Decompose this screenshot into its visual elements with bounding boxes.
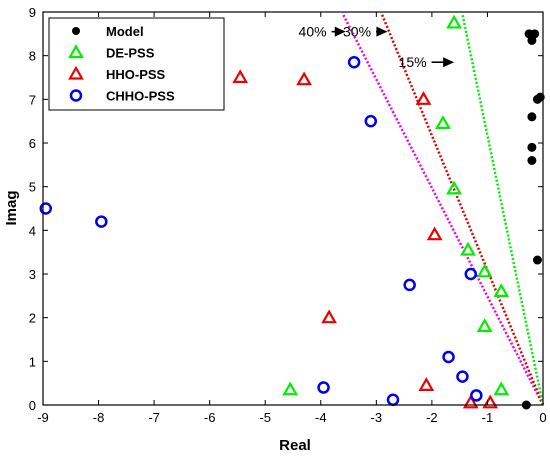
model-point: [527, 155, 537, 165]
legend-marker-de-pss: [68, 44, 84, 59]
y-tick-label: 7: [29, 92, 36, 107]
de-pss-point: [446, 14, 463, 29]
damping-line-30pct: [380, 13, 545, 406]
chho-pss-point: [39, 202, 53, 215]
plot-frame: [42, 11, 544, 406]
chho-pss-point: [95, 215, 108, 228]
x-tick-label: -8: [93, 410, 105, 425]
chho-pss-point: [317, 381, 330, 394]
x-tick-label: -2: [426, 410, 438, 425]
y-tick-label: 9: [29, 5, 36, 20]
model-point: [530, 29, 540, 39]
damping-line-40pct: [341, 13, 545, 406]
y-tick-label: 0: [29, 398, 36, 413]
damping-label-40pct: 40%: [299, 24, 327, 40]
annotations: 40% 30% 15%: [299, 24, 455, 70]
hho-pss-point: [296, 71, 313, 86]
legend-label: DE-PSS: [106, 46, 155, 61]
damping-lines: [341, 13, 545, 406]
hho-pss-point: [418, 377, 435, 391]
chho-pss-point: [403, 278, 416, 292]
chho-pss-point: [442, 350, 455, 364]
legend: Model DE-PSS HHO-PSS CHHO-PSS: [48, 17, 225, 111]
y-tick-label: 1: [29, 354, 36, 369]
hho-pss-point: [232, 69, 249, 84]
x-tick-label: -9: [37, 410, 49, 425]
legend-marker-model: [72, 27, 80, 35]
hho-pss-point: [462, 394, 479, 409]
legend-label: CHHO-PSS: [106, 89, 175, 104]
x-tick-label: -5: [259, 410, 271, 425]
x-tick-label: -4: [315, 410, 327, 425]
de-pss-point: [446, 180, 463, 195]
chho-pss-point: [364, 114, 378, 128]
x-tick-label: 0: [539, 410, 546, 425]
y-tick-label: 3: [29, 267, 36, 282]
x-tick-label: -3: [371, 410, 383, 425]
x-tick-label: -1: [482, 410, 494, 425]
damping-label-15pct: 15%: [399, 54, 427, 70]
chho-pss-point: [456, 370, 469, 383]
arrow-head: [443, 57, 455, 68]
damping-label-30pct: 30%: [343, 24, 371, 40]
model-point: [527, 112, 537, 122]
de-pss-point: [493, 283, 510, 298]
hho-pss-point: [321, 309, 338, 324]
de-pss-point: [476, 263, 493, 278]
de-pss-point: [435, 115, 451, 129]
chho-pss-point: [347, 55, 361, 69]
de-pss-point: [282, 381, 299, 396]
x-axis-label: Real: [279, 437, 311, 454]
chho-pss-point: [470, 389, 483, 402]
de-pss-point: [476, 318, 493, 332]
model-point: [527, 142, 537, 152]
chho-pss-point: [464, 267, 478, 281]
model-point: [532, 255, 542, 265]
x-tick-label: -7: [148, 410, 160, 425]
legend-marker-hho-pss: [68, 65, 84, 80]
x-tick-label: -6: [204, 410, 216, 425]
y-tick-label: 6: [29, 136, 36, 151]
arrow-head: [334, 26, 346, 37]
y-tick-label: 8: [29, 49, 36, 64]
arrow-head: [376, 26, 388, 37]
y-tick-label: 2: [29, 311, 36, 326]
y-tick-label: 4: [29, 223, 36, 238]
legend-label: Model: [106, 24, 144, 39]
legend-marker-chho-pss: [69, 89, 83, 102]
hho-pss-point: [415, 91, 432, 105]
legend-label: HHO-PSS: [106, 67, 166, 82]
hho-pss-point: [426, 226, 443, 241]
de-pss-point: [460, 241, 476, 256]
axes: -9 -8 -7 -6 -5 -4 -3 -2 -1 0 0 1 2 3 4 5 6 7 8 9: [29, 5, 547, 425]
y-axis-label: Imag: [3, 190, 20, 225]
y-tick-label: 5: [29, 180, 36, 195]
de-pss-point: [493, 381, 510, 396]
damping-line-15pct: [461, 13, 545, 406]
